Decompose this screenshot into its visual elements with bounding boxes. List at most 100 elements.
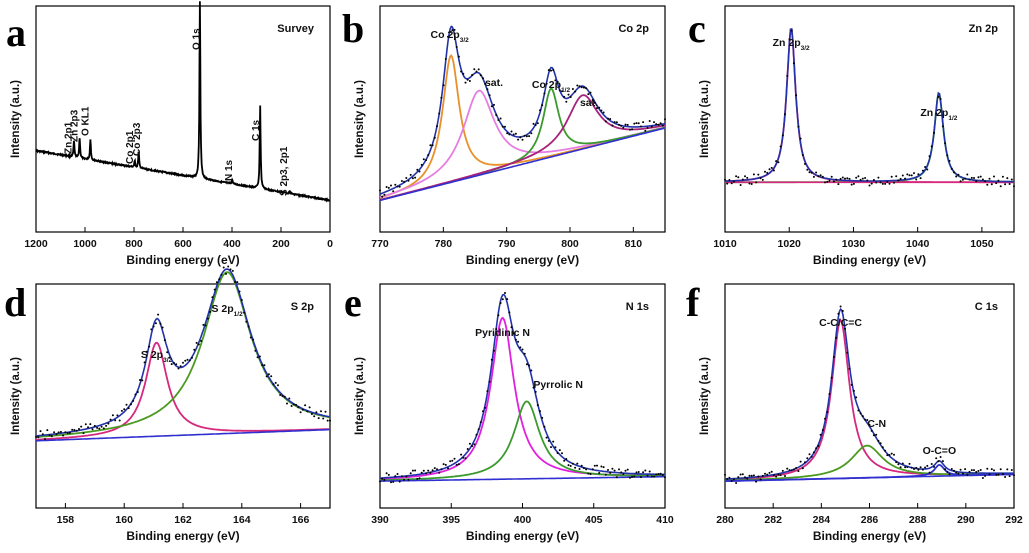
x-tick-label: 1000 (73, 238, 97, 250)
raw-data-point (653, 121, 655, 124)
raw-data-point (890, 452, 893, 455)
raw-data-point (596, 107, 598, 110)
y-axis-label: Intensity (a.u.) (354, 357, 366, 435)
raw-data-point (497, 314, 500, 317)
raw-data-point (984, 180, 987, 183)
raw-data-point (484, 406, 487, 409)
raw-data-point (970, 176, 973, 179)
component-peak (35, 341, 330, 441)
raw-data-point (440, 468, 443, 471)
panel-title: C 1s (975, 301, 998, 313)
raw-data-point (799, 460, 802, 463)
component-peak (379, 89, 666, 199)
raw-data-point (565, 100, 568, 103)
raw-data-point (236, 281, 239, 284)
raw-data-point (420, 471, 423, 474)
raw-data-point (832, 180, 835, 183)
raw-data-point (466, 448, 469, 450)
raw-data-point (414, 469, 417, 472)
raw-data-point (136, 391, 139, 393)
raw-data-point (414, 176, 417, 179)
raw-data-point (926, 464, 929, 467)
raw-data-point (238, 290, 241, 293)
raw-data-point (1013, 474, 1015, 477)
raw-data-point (913, 172, 915, 175)
raw-data-point (910, 174, 913, 177)
raw-data-point (737, 176, 740, 179)
raw-data-point (875, 433, 878, 436)
raw-data-point (948, 473, 951, 476)
raw-data-point (177, 367, 180, 370)
raw-data-point (576, 84, 579, 87)
raw-data-point (730, 480, 733, 482)
raw-data-point (107, 422, 110, 425)
raw-data-point (895, 461, 898, 464)
plot-frame (35, 283, 331, 509)
raw-data-point (55, 433, 58, 436)
raw-data-point (554, 446, 557, 449)
raw-data-point (607, 469, 609, 471)
panel-f: 280 282 284 286 288 290 292 Binding energy (eV)… (686, 280, 1023, 543)
raw-data-point (261, 364, 264, 367)
raw-data-point (859, 412, 862, 415)
raw-data-point (817, 175, 820, 178)
raw-data-point (779, 145, 782, 148)
raw-data-point (578, 85, 581, 88)
panel-letter: f (686, 280, 700, 325)
panel-title: S 2p (291, 301, 315, 313)
raw-data-point (844, 327, 846, 330)
raw-data-point (281, 395, 284, 397)
raw-data-point (1006, 177, 1009, 180)
raw-data-point (523, 134, 526, 137)
raw-data-point (495, 328, 498, 330)
x-tick-label: 780 (435, 238, 453, 250)
raw-data-point (528, 135, 531, 138)
raw-data-point (143, 361, 146, 364)
raw-data-point (870, 429, 873, 432)
raw-data-point (100, 425, 103, 428)
raw-data-point (598, 106, 601, 109)
raw-data-point (206, 317, 209, 320)
raw-data-point (387, 186, 390, 189)
raw-data-point (215, 281, 218, 284)
raw-data-point (184, 359, 187, 362)
raw-data-point (554, 79, 557, 82)
panel-title: Zn 2p (969, 23, 999, 35)
x-tick-label: 282 (764, 514, 782, 526)
raw-data-point (390, 184, 392, 187)
raw-data-point (631, 128, 634, 131)
peak-annotation: O-C=O (923, 445, 957, 457)
raw-data-point (580, 464, 583, 467)
raw-data-point (995, 182, 998, 185)
raw-data-point (159, 322, 162, 325)
x-axis-label: Binding energy (eV) (126, 253, 239, 267)
raw-data-point (664, 476, 666, 479)
raw-data-point (66, 432, 69, 435)
raw-data-point (501, 298, 504, 301)
raw-data-point (407, 478, 410, 481)
raw-data-point (532, 122, 535, 125)
raw-data-point (438, 471, 441, 474)
raw-data-point (653, 475, 655, 478)
raw-data-point (975, 180, 978, 183)
raw-data-point (582, 86, 585, 89)
raw-data-point (596, 464, 598, 467)
raw-data-point (979, 469, 982, 471)
raw-data-point (919, 466, 922, 469)
x-axis-label: Binding energy (eV) (126, 529, 239, 543)
raw-data-point (821, 429, 824, 431)
raw-data-point (775, 160, 778, 163)
panel-title: N 1s (626, 301, 649, 313)
raw-data-point (168, 356, 171, 359)
x-tick-label: 200 (272, 238, 290, 250)
raw-data-point (267, 373, 270, 376)
raw-data-point (875, 181, 878, 184)
raw-data-point (832, 356, 835, 358)
raw-data-point (574, 466, 577, 469)
plot-frame (379, 5, 666, 233)
raw-data-point (988, 177, 991, 180)
raw-data-point (35, 435, 37, 438)
raw-data-point (944, 142, 947, 145)
raw-data-point (534, 124, 537, 126)
